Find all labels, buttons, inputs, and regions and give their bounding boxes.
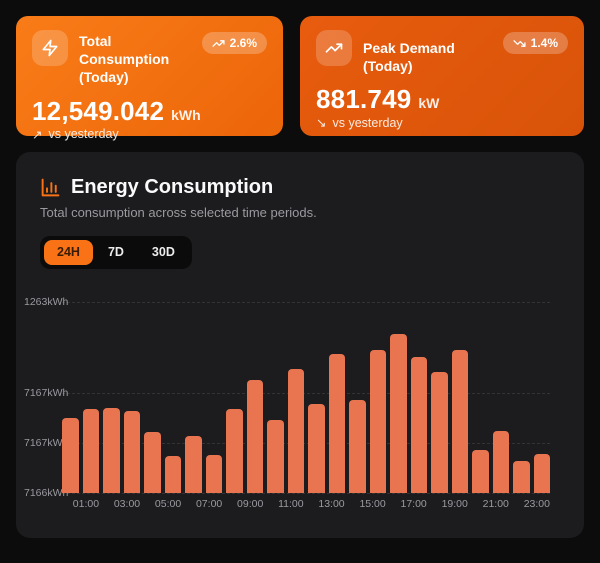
bar-03:00[interactable]	[123, 411, 140, 493]
x-axis-tick	[308, 498, 315, 510]
tab-24h[interactable]: 24H	[44, 240, 93, 265]
x-axis-tick	[103, 498, 110, 510]
bar-16:00[interactable]	[390, 334, 407, 493]
kpi-row: Total Consumption (Today) 2.6% 12,549.04…	[16, 16, 584, 142]
stat-value: 12,549.042	[32, 95, 165, 126]
x-axis-tick	[513, 498, 520, 510]
x-axis-tick: 07:00	[195, 498, 223, 510]
stat-footer: ↗ vs yesterday	[32, 127, 267, 142]
bar-15:00[interactable]	[369, 350, 386, 493]
badge-value: 2.6%	[229, 36, 257, 50]
bar-10:00[interactable]	[267, 420, 284, 493]
x-axis-tick: 15:00	[359, 498, 386, 510]
bar-00:00[interactable]	[62, 418, 79, 493]
bar-05:00[interactable]	[164, 456, 181, 493]
stat-card-header: Peak Demand (Today) 1.4%	[316, 30, 568, 75]
bar-13:00[interactable]	[328, 354, 345, 493]
x-axis-tick	[390, 498, 397, 510]
tab-30d[interactable]: 30D	[139, 240, 188, 265]
x-axis-tick: 21:00	[482, 498, 509, 510]
bar-23:00[interactable]	[533, 454, 550, 493]
trending-up-icon	[316, 30, 352, 66]
stat-value-row: 881.749 kW	[316, 84, 568, 115]
y-axis-tick: 7166kWh	[24, 487, 69, 499]
stat-card-title: Total Consumption (Today)	[79, 33, 170, 86]
x-axis-tick	[349, 498, 356, 510]
gridline	[62, 302, 550, 303]
x-axis-tick: 23:00	[523, 498, 550, 510]
chart-subtitle: Total consumption across selected time p…	[40, 205, 317, 220]
x-axis-tick	[472, 498, 479, 510]
x-axis-tick: 05:00	[154, 498, 182, 510]
trending-down-icon	[513, 37, 526, 50]
stat-unit: kWh	[171, 106, 201, 123]
stat-footer-label: vs yesterday	[48, 127, 119, 142]
tab-7d[interactable]: 7D	[95, 240, 137, 265]
x-axis-tick	[431, 498, 438, 510]
bar-14:00[interactable]	[349, 400, 366, 493]
up-arrow-icon: ↗	[32, 127, 43, 142]
change-badge: 1.4%	[502, 32, 568, 54]
stat-value: 881.749	[316, 84, 412, 115]
energy-consumption-card: Energy Consumption Total consumption acr…	[16, 152, 584, 538]
bar-20:00[interactable]	[472, 450, 489, 493]
x-axis-tick: 13:00	[318, 498, 345, 510]
bar-17:00[interactable]	[410, 357, 427, 493]
bar-chart: 1263kWh 7167kWh 7167kWh 7166kWh 01:00 03:…	[16, 292, 584, 522]
change-badge: 2.6%	[201, 32, 267, 54]
x-axis-tick: 11:00	[278, 498, 304, 510]
bar-chart-icon	[40, 177, 61, 198]
bar-01:00[interactable]	[82, 409, 99, 493]
bar-11:00[interactable]	[287, 369, 304, 493]
bar-02:00[interactable]	[103, 408, 120, 493]
bar-07:00[interactable]	[205, 455, 222, 493]
bar-22:00[interactable]	[513, 461, 530, 493]
x-axis-tick	[267, 498, 274, 510]
x-axis-labels: 01:00 03:00 05:00 07:00 09:00 11:00 13:00 15:00…	[62, 498, 550, 510]
gridline	[62, 493, 550, 494]
bars	[62, 292, 550, 493]
total-consumption-card: Total Consumption (Today) 2.6% 12,549.04…	[16, 16, 283, 142]
trending-up-icon	[212, 37, 225, 50]
x-axis-tick: 17:00	[400, 498, 427, 510]
y-axis-tick: 1263kWh	[24, 296, 69, 308]
x-axis-tick: 19:00	[441, 498, 468, 510]
gridline	[62, 393, 550, 394]
bar-19:00[interactable]	[451, 350, 468, 493]
y-axis-tick: 7167kWh	[24, 387, 69, 399]
x-axis-tick: 09:00	[237, 498, 264, 510]
bar-08:00[interactable]	[226, 409, 243, 493]
chart-title: Energy Consumption	[71, 176, 274, 198]
bar-04:00[interactable]	[144, 432, 161, 493]
x-axis-tick	[185, 498, 192, 510]
gridline	[62, 443, 550, 444]
bar-18:00[interactable]	[431, 372, 448, 493]
x-axis-tick	[226, 498, 233, 510]
zap-icon	[32, 30, 68, 66]
bar-12:00[interactable]	[308, 404, 325, 493]
x-axis-tick: 01:00	[72, 498, 100, 510]
stat-card-title: Peak Demand (Today)	[363, 40, 455, 75]
x-axis-tick	[62, 498, 69, 510]
x-axis-tick	[144, 498, 151, 510]
time-range-tabs: 24H 7D 30D	[40, 236, 192, 269]
badge-value: 1.4%	[530, 36, 558, 50]
peak-demand-card: Peak Demand (Today) 1.4% 881.749 kW ↘ vs…	[300, 16, 584, 136]
x-axis-tick: 03:00	[113, 498, 141, 510]
down-arrow-icon: ↘	[316, 116, 327, 131]
stat-unit: kW	[418, 95, 440, 112]
chart-title-row: Energy Consumption	[40, 176, 560, 199]
stat-value-row: 12,549.042 kWh	[32, 96, 267, 127]
stat-footer-label: vs yesterday	[332, 115, 403, 130]
bar-21:00[interactable]	[492, 431, 509, 493]
bar-06:00[interactable]	[185, 436, 202, 493]
y-axis-tick: 7167kWh	[24, 437, 69, 449]
bar-09:00[interactable]	[246, 380, 263, 493]
stat-footer: ↘ vs yesterday	[316, 115, 568, 131]
stat-card-header: Total Consumption (Today) 2.6%	[32, 30, 267, 87]
